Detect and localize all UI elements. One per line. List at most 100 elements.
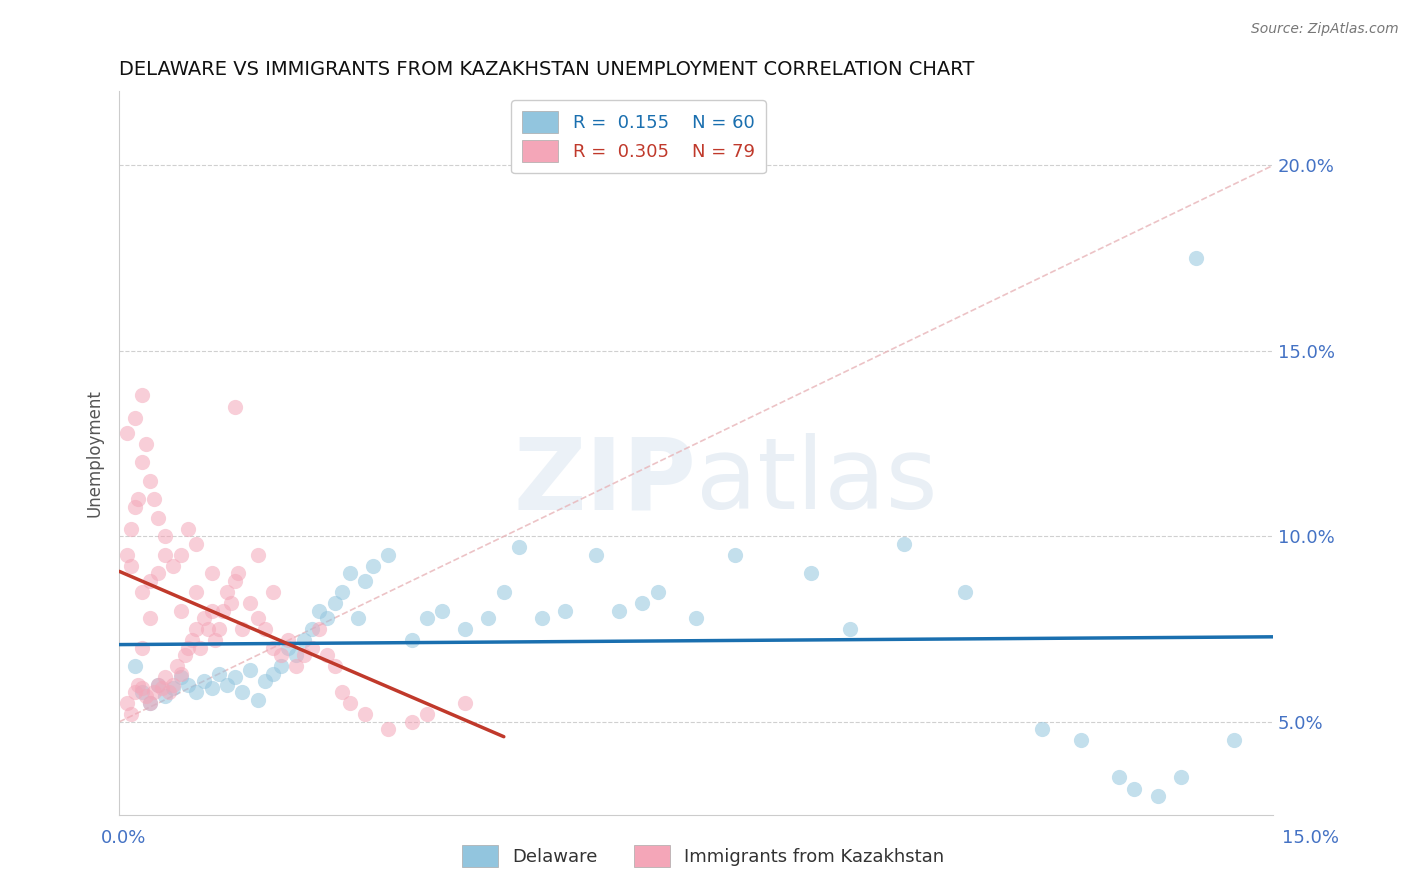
- Point: [231, 685, 253, 699]
- Point: [115, 548, 138, 562]
- Point: [292, 633, 315, 648]
- Point: [212, 603, 235, 617]
- Point: [120, 559, 142, 574]
- Point: [647, 585, 669, 599]
- Point: [120, 522, 142, 536]
- Point: [200, 603, 222, 617]
- Point: [316, 611, 339, 625]
- Point: [285, 659, 308, 673]
- Point: [492, 585, 515, 599]
- Point: [120, 707, 142, 722]
- Point: [166, 659, 188, 673]
- Point: [131, 681, 153, 696]
- Point: [339, 696, 361, 710]
- Point: [308, 622, 330, 636]
- Point: [262, 640, 284, 655]
- Point: [162, 678, 184, 692]
- Point: [177, 678, 200, 692]
- Point: [262, 585, 284, 599]
- Point: [204, 633, 226, 648]
- Point: [139, 474, 162, 488]
- Point: [800, 566, 823, 581]
- Point: [173, 648, 195, 662]
- Point: [186, 685, 208, 699]
- Point: [162, 559, 184, 574]
- Point: [239, 663, 262, 677]
- Point: [346, 611, 368, 625]
- Text: 0.0%: 0.0%: [101, 829, 146, 847]
- Point: [607, 603, 630, 617]
- Point: [170, 603, 193, 617]
- Point: [323, 596, 346, 610]
- Point: [146, 678, 169, 692]
- Point: [208, 666, 231, 681]
- Point: [186, 537, 208, 551]
- Point: [142, 492, 165, 507]
- Point: [139, 574, 162, 588]
- Point: [685, 611, 707, 625]
- Point: [186, 585, 208, 599]
- Point: [208, 622, 231, 636]
- Point: [838, 622, 860, 636]
- Point: [215, 678, 238, 692]
- Text: DELAWARE VS IMMIGRANTS FROM KAZAKHSTAN UNEMPLOYMENT CORRELATION CHART: DELAWARE VS IMMIGRANTS FROM KAZAKHSTAN U…: [120, 60, 974, 78]
- Point: [131, 388, 153, 402]
- Point: [193, 611, 215, 625]
- Point: [277, 633, 299, 648]
- Point: [323, 659, 346, 673]
- Point: [124, 685, 146, 699]
- Legend: Delaware, Immigrants from Kazakhstan: Delaware, Immigrants from Kazakhstan: [454, 838, 952, 874]
- Point: [146, 566, 169, 581]
- Point: [1031, 723, 1053, 737]
- Point: [124, 500, 146, 514]
- Point: [354, 574, 377, 588]
- Point: [193, 673, 215, 688]
- Point: [308, 603, 330, 617]
- Point: [1170, 771, 1192, 785]
- Point: [585, 548, 607, 562]
- Point: [1185, 251, 1208, 265]
- Text: ZIP: ZIP: [513, 434, 696, 531]
- Point: [115, 696, 138, 710]
- Point: [177, 640, 200, 655]
- Point: [155, 670, 177, 684]
- Point: [181, 633, 204, 648]
- Point: [142, 685, 165, 699]
- Point: [254, 673, 277, 688]
- Point: [219, 596, 242, 610]
- Point: [124, 659, 146, 673]
- Point: [955, 585, 977, 599]
- Point: [416, 707, 439, 722]
- Point: [339, 566, 361, 581]
- Point: [170, 666, 193, 681]
- Point: [131, 585, 153, 599]
- Point: [377, 548, 399, 562]
- Point: [200, 566, 222, 581]
- Point: [146, 511, 169, 525]
- Point: [224, 400, 246, 414]
- Point: [188, 640, 211, 655]
- Legend: R =  0.155    N = 60, R =  0.305    N = 79: R = 0.155 N = 60, R = 0.305 N = 79: [512, 100, 765, 173]
- Point: [432, 603, 454, 617]
- Point: [128, 678, 150, 692]
- Point: [1223, 733, 1246, 747]
- Point: [330, 585, 353, 599]
- Point: [170, 670, 193, 684]
- Point: [723, 548, 745, 562]
- Point: [200, 681, 222, 696]
- Point: [354, 707, 377, 722]
- Point: [401, 714, 423, 729]
- Point: [135, 436, 157, 450]
- Point: [228, 566, 250, 581]
- Point: [893, 537, 915, 551]
- Point: [186, 622, 208, 636]
- Point: [254, 622, 277, 636]
- Point: [416, 611, 439, 625]
- Point: [454, 696, 477, 710]
- Point: [477, 611, 499, 625]
- Point: [197, 622, 219, 636]
- Point: [1108, 771, 1130, 785]
- Point: [131, 685, 153, 699]
- Point: [531, 611, 554, 625]
- Point: [1070, 733, 1092, 747]
